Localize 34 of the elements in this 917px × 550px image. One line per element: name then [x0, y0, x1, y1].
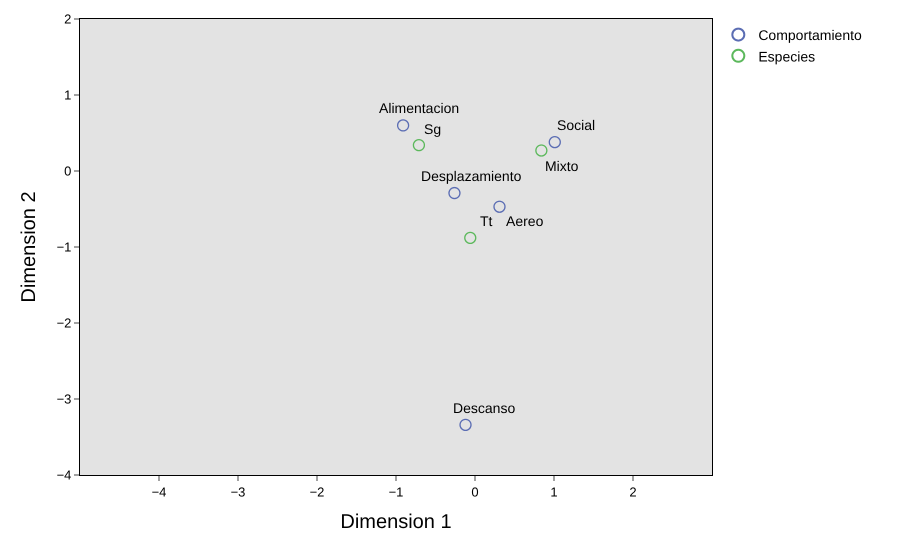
y-tick-label: −4 — [56, 468, 72, 483]
x-axis-title: Dimension 1 — [340, 511, 452, 534]
annotation: Alimentacion — [379, 100, 460, 116]
annotation: Social — [557, 117, 596, 133]
y-axis-title: Dimension 2 — [18, 191, 40, 303]
point — [493, 200, 506, 213]
annotation: Aereo — [506, 213, 544, 229]
x-tick-label: −4 — [152, 484, 166, 500]
x-tick-label: 1 — [550, 484, 558, 500]
x-tick-label: 2 — [629, 484, 637, 500]
y-tick-label: 0 — [64, 164, 72, 179]
point — [448, 186, 461, 200]
y-tick-label: −2 — [56, 316, 72, 331]
annotation: Sg — [424, 121, 442, 137]
y-tick-label: −3 — [56, 392, 72, 407]
point — [412, 139, 426, 152]
point — [535, 144, 548, 157]
y-tick-label: 2 — [64, 12, 72, 27]
x-tick-label: 0 — [471, 484, 479, 500]
legend-label: Especies — [758, 48, 816, 64]
annotation: Mixto — [545, 158, 579, 174]
x-tick-label: −1 — [388, 484, 404, 500]
point — [548, 136, 561, 148]
legend-label: Comportamiento — [758, 27, 862, 44]
x-tick-label: −3 — [230, 484, 246, 500]
point — [396, 119, 410, 132]
annotation: Desplazamiento — [421, 168, 522, 184]
y-tick-label: −1 — [56, 240, 72, 255]
point — [459, 418, 472, 431]
y-tick-label: 1 — [64, 88, 72, 103]
x-tick-label: −2 — [310, 484, 324, 500]
annotation: Descanso — [453, 400, 516, 416]
point — [464, 232, 476, 244]
annotation: Tt — [480, 213, 493, 229]
